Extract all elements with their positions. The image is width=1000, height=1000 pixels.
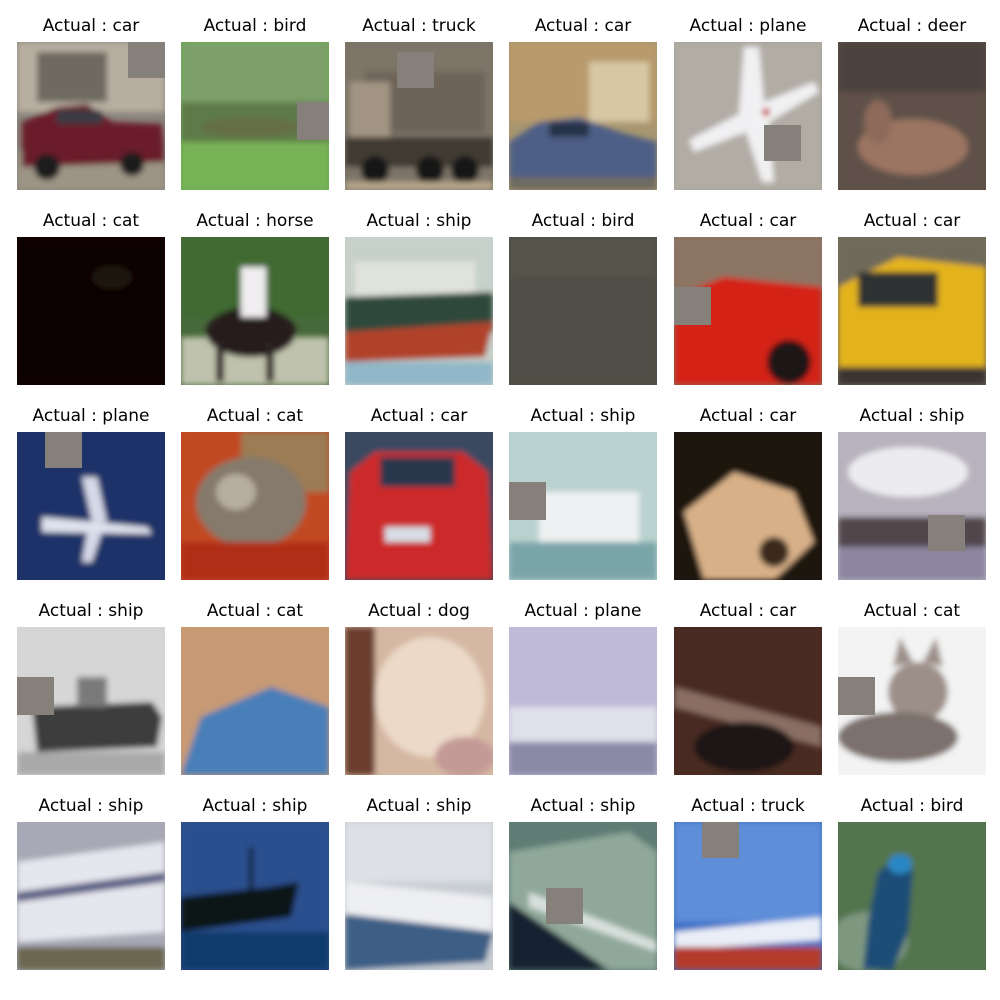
sample-image-white-boat bbox=[509, 432, 657, 580]
image-caption: Actual : ship bbox=[530, 406, 636, 426]
sample-image-pale-dog-closeup bbox=[345, 627, 493, 775]
image-caption: Actual : ship bbox=[530, 796, 636, 816]
occlusion-patch bbox=[509, 482, 546, 520]
image-caption: Actual : car bbox=[699, 406, 797, 426]
sample-image-grey-warship bbox=[17, 627, 165, 775]
sample-image-pale-plane bbox=[509, 627, 657, 775]
image-caption: Actual : bird bbox=[860, 796, 964, 816]
sample-image-dark-car-closeup bbox=[674, 627, 822, 775]
image-caption: Actual : car bbox=[370, 406, 468, 426]
image-caption: Actual : dog bbox=[368, 601, 470, 621]
image-caption: Actual : cat bbox=[863, 601, 961, 621]
image-caption: Actual : car bbox=[534, 16, 632, 36]
image-caption: Actual : bird bbox=[203, 16, 307, 36]
occlusion-patch bbox=[45, 432, 82, 468]
image-caption: Actual : horse bbox=[196, 211, 314, 231]
image-caption: Actual : ship bbox=[859, 406, 965, 426]
occlusion-patch bbox=[928, 515, 965, 551]
image-caption: Actual : car bbox=[42, 16, 140, 36]
image-caption: Actual : ship bbox=[38, 796, 144, 816]
sample-image-peacock bbox=[838, 822, 986, 970]
image-caption: Actual : car bbox=[699, 211, 797, 231]
sample-image-boat-wake bbox=[509, 822, 657, 970]
sample-image-horse-rider bbox=[181, 237, 329, 385]
sample-image-dark-olive-blur bbox=[509, 237, 657, 385]
sample-image-dark-image bbox=[17, 237, 165, 385]
sample-image-cruise-ship bbox=[17, 822, 165, 970]
sample-image-yellow-taxi bbox=[838, 237, 986, 385]
image-caption: Actual : truck bbox=[362, 16, 476, 36]
image-caption: Actual : plane bbox=[689, 16, 807, 36]
image-caption: Actual : cat bbox=[206, 406, 304, 426]
image-caption: Actual : ship bbox=[366, 796, 472, 816]
image-caption: Actual : ship bbox=[366, 211, 472, 231]
sample-image-airplane-blue-sky bbox=[17, 432, 165, 580]
sample-image-blurred-green-field bbox=[181, 42, 329, 190]
sample-image-maroon-pickup-truck bbox=[17, 42, 165, 190]
image-caption: Actual : truck bbox=[691, 796, 805, 816]
image-caption: Actual : ship bbox=[202, 796, 308, 816]
occlusion-patch bbox=[128, 42, 165, 78]
occlusion-patch bbox=[546, 888, 583, 924]
occlusion-patch bbox=[397, 52, 434, 88]
image-caption: Actual : deer bbox=[857, 16, 967, 36]
sample-image-tan-closeup bbox=[674, 432, 822, 580]
image-caption: Actual : car bbox=[699, 601, 797, 621]
image-caption: Actual : cat bbox=[206, 601, 304, 621]
image-caption: Actual : bird bbox=[531, 211, 635, 231]
image-caption: Actual : cat bbox=[42, 211, 140, 231]
sample-image-ship-silhouette bbox=[181, 822, 329, 970]
occlusion-patch bbox=[17, 677, 54, 715]
sample-image-ship-clouds bbox=[838, 432, 986, 580]
occlusion-patch bbox=[764, 125, 801, 161]
image-caption: Actual : car bbox=[863, 211, 961, 231]
sample-image-red-car-closeup bbox=[674, 237, 822, 385]
sample-image-red-hull-ship bbox=[345, 237, 493, 385]
occlusion-patch bbox=[674, 287, 711, 325]
sample-image-red-car-rear bbox=[345, 432, 493, 580]
sample-image-dump-truck bbox=[345, 42, 493, 190]
occlusion-patch bbox=[838, 677, 875, 715]
sample-image-white-airplane bbox=[674, 42, 822, 190]
sample-image-white-motorboat bbox=[345, 822, 493, 970]
occlusion-patch bbox=[297, 102, 329, 140]
sample-image-blue-sky-red-ground bbox=[674, 822, 822, 970]
sample-image-brown-deer bbox=[838, 42, 986, 190]
image-caption: Actual : ship bbox=[38, 601, 144, 621]
sample-image-cat-blue-cloth bbox=[181, 627, 329, 775]
image-caption: Actual : plane bbox=[32, 406, 150, 426]
sample-image-blue-sedan bbox=[509, 42, 657, 190]
image-caption: Actual : plane bbox=[524, 601, 642, 621]
sample-image-grey-cat-white bbox=[838, 627, 986, 775]
occlusion-patch bbox=[702, 822, 739, 858]
sample-image-tabby-cat bbox=[181, 432, 329, 580]
